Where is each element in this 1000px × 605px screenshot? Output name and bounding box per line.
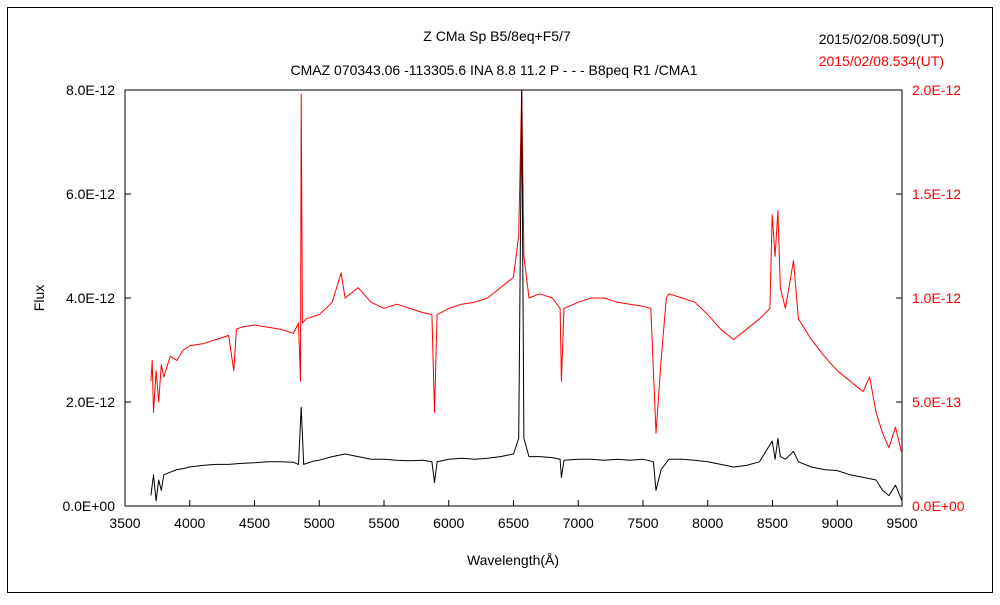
x-tick-label: 7500 — [627, 515, 658, 531]
x-tick-label: 6000 — [433, 515, 464, 531]
chart-title: Z CMa Sp B5/8eq+F5/7 — [423, 28, 571, 44]
y-axis-label: Flux — [31, 285, 47, 311]
x-tick-label: 9500 — [886, 515, 917, 531]
x-tick-label: 7000 — [563, 515, 594, 531]
series-layer — [150, 89, 903, 502]
x-tick-label: 4000 — [174, 515, 205, 531]
y-left-tick-label: 2.0E-12 — [66, 394, 115, 410]
x-tick-label: 6500 — [498, 515, 529, 531]
y-left-tick-label: 6.0E-12 — [66, 186, 115, 202]
y-left-tick-label: 8.0E-12 — [66, 82, 115, 98]
x-tick-label: 8000 — [692, 515, 723, 531]
legend-entry-2: 2015/02/08.534(UT) — [819, 53, 944, 69]
x-tick-label: 9000 — [822, 515, 853, 531]
x-axis: 3500 4000 4500 5000 5500 6000 6500 7000 7500 8000… — [109, 500, 918, 531]
y-right-tick-label: 1.0E-12 — [912, 290, 961, 306]
chart-subtitle: CMAZ 070343.06 -113305.6 INA 8.8 11.2 P … — [290, 62, 697, 78]
y-right-tick-label: 5.0E-13 — [912, 394, 961, 410]
x-axis-label: Wavelength(Å) — [467, 552, 559, 568]
x-tick-label: 8500 — [757, 515, 788, 531]
y-axis-right: 0.0E+00 5.0E-13 1.0E-12 1.5E-12 2.0E-12 — [896, 82, 965, 514]
x-tick-label: 5500 — [368, 515, 399, 531]
series-line-1 — [150, 89, 903, 502]
y-left-tick-label: 0.0E+00 — [62, 498, 115, 514]
x-tick-label: 4500 — [239, 515, 270, 531]
y-axis-left: 0.0E+00 2.0E-12 4.0E-12 6.0E-12 8.0E-12 — [62, 82, 131, 514]
x-tick-label: 5000 — [304, 515, 335, 531]
y-right-tick-label: 1.5E-12 — [912, 186, 961, 202]
legend-entry-1: 2015/02/08.509(UT) — [819, 31, 944, 47]
series-line-2 — [150, 89, 903, 455]
y-left-tick-label: 4.0E-12 — [66, 290, 115, 306]
x-tick-label: 3500 — [109, 515, 140, 531]
y-right-tick-label: 2.0E-12 — [912, 82, 961, 98]
plot-area — [124, 89, 903, 507]
y-right-tick-label: 0.0E+00 — [912, 498, 965, 514]
outer-frame — [7, 7, 993, 593]
